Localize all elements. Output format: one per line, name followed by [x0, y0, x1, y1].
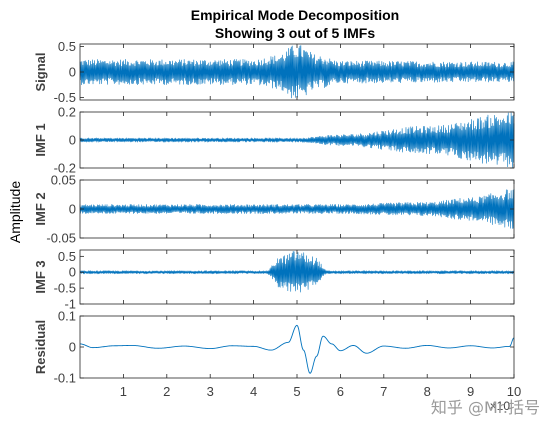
chart-title: Empirical Mode Decomposition [191, 7, 399, 23]
series-line [79, 112, 515, 168]
series-line [79, 324, 515, 374]
panel-imf-3: 0.50-0.5-1 IMF 3 [33, 249, 515, 312]
x-tick-label: 1 [120, 384, 127, 399]
panel-imf-1: 0.2 0 -0.2 IMF 1 [33, 105, 515, 176]
x-tick-label: 5 [293, 384, 300, 399]
y-tick-label: -1 [64, 297, 76, 312]
y-tick-label: -0.2 [54, 161, 76, 176]
y-tick-label: 0 [69, 202, 76, 217]
panel-label: IMF 3 [33, 260, 48, 293]
y-tick-label: 0 [69, 65, 76, 80]
panel-residual: 0.1 0 -0.1 Residual 1 2 3 4 5 6 7 8 9 10 [33, 309, 521, 400]
y-tick-label: 0 [69, 265, 76, 280]
panel-label: Residual [33, 320, 48, 374]
x-exponent: ×10 [490, 399, 511, 413]
x-tick-label: 4 [250, 384, 257, 399]
x-tick-label: 3 [207, 384, 214, 399]
y-tick-label: 0 [69, 133, 76, 148]
series-line [79, 250, 515, 293]
x-tick-label: 7 [380, 384, 387, 399]
y-tick-label: 0.05 [51, 173, 76, 188]
y-tick-label: -0.5 [54, 90, 76, 105]
series-line [79, 45, 515, 99]
y-tick-label: 0.2 [58, 105, 76, 120]
panel-signal: 0.5 0 -0.5 Signal [33, 39, 515, 105]
panel-label: IMF 1 [33, 123, 48, 156]
series-line [79, 189, 515, 229]
shared-ylabel: Amplitude [7, 181, 23, 243]
chart-subtitle: Showing 3 out of 5 IMFs [215, 25, 375, 41]
x-tick-label: 8 [424, 384, 431, 399]
y-tick-label: 0.5 [58, 249, 76, 264]
panel-imf-2: 0.05 0 -0.05 IMF 2 [33, 173, 515, 246]
y-tick-label: -0.5 [54, 281, 76, 296]
x-tick-label: 10 [507, 384, 521, 399]
y-tick-label: 0.1 [58, 309, 76, 324]
y-tick-label: 0.5 [58, 39, 76, 54]
x-tick-label: 6 [337, 384, 344, 399]
y-tick-label: 0 [69, 340, 76, 355]
watermark: 知乎 @Mr.括号 [431, 398, 540, 417]
x-tick-label: 2 [163, 384, 170, 399]
y-tick-label: -0.05 [46, 231, 76, 246]
x-tick-label: 9 [467, 384, 474, 399]
panel-label: Signal [33, 52, 48, 91]
y-tick-label: -0.1 [54, 371, 76, 386]
panel-label: IMF 2 [33, 192, 48, 225]
